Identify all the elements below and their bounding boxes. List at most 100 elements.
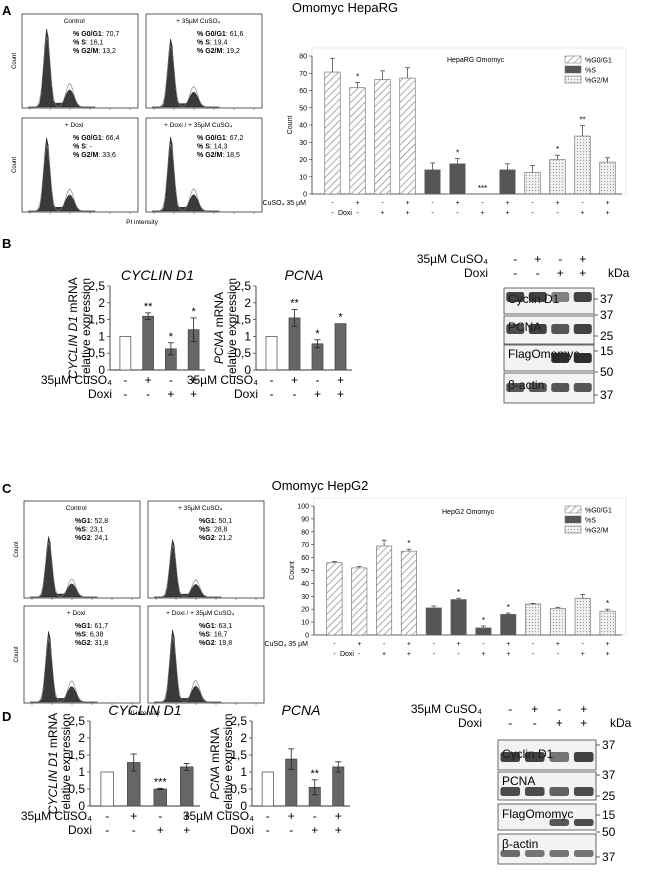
flow-stat-label: % G0/G1 [73, 31, 102, 38]
bar [153, 788, 167, 807]
legend-label: %S [585, 518, 596, 525]
flow-frame [23, 605, 141, 704]
blot-band [573, 324, 592, 334]
flow-stat-value: : 13,2 [98, 48, 116, 55]
row2-sign: + [190, 387, 197, 401]
row1-sign: + [605, 200, 609, 207]
blot-row1-label: 35µM CuSO₄ [417, 252, 488, 266]
flow-stat-label: %G2 [199, 535, 215, 542]
bar-%S [425, 607, 442, 636]
flow-stat-value: : 63,1 [215, 623, 233, 630]
qpcr-ylabel-line2: relative expression [221, 713, 235, 813]
y-tick-label: 0,5 [88, 346, 105, 360]
qpcr-ylabel-line2: relative expression [59, 713, 73, 813]
flow-stat-line: %G1: 63,1 [199, 623, 232, 630]
flow-stat-value: : 61,6 [226, 31, 244, 38]
bar-%S [424, 169, 441, 195]
legend-label: %G2/M [585, 78, 609, 85]
blot-band-label: β-actin [502, 837, 538, 851]
flow-condition-label: Control [66, 505, 88, 512]
row2-sign: + [407, 651, 411, 658]
flow-stat-value: : 23,1 [86, 527, 104, 534]
flow-condition-label: + 35µM CuSO₄ [176, 18, 220, 25]
row1-sign: + [457, 641, 461, 648]
flow-stat-line: % G0/G1: 67,2 [197, 135, 243, 142]
chart-title: HepaRG Omomyc [447, 57, 505, 64]
qpcr-title: PCNA [282, 702, 321, 718]
blot-row2-label: Doxi [458, 716, 482, 730]
flow-stat-value: : 24,1 [91, 535, 109, 542]
qpcr-title: CYCLIN D1 [108, 702, 181, 718]
blot-band [573, 292, 592, 302]
bar-%G2/M [574, 597, 591, 636]
row1-label: 35µM CuSO₄ [41, 373, 112, 387]
flow-stat-label: % S [197, 144, 210, 151]
flow-frame [23, 500, 141, 599]
marker-label: 50 [602, 825, 616, 839]
row1-sign: + [405, 200, 409, 207]
row1-sign: + [291, 373, 298, 387]
blot-band-label: PCNA [502, 774, 535, 788]
panel-label-c: C [2, 481, 12, 496]
flow-histogram-c-2: + Doxi %G1: 61,7 %S: 6,38%G2: 31,8 Count [14, 605, 141, 705]
flow-frame [147, 605, 265, 704]
flow-model-curve [28, 36, 96, 108]
flow-stat-line: % S: 16,1 [73, 40, 103, 47]
row1-sign: + [355, 200, 359, 207]
flow-stat-label: %G1 [199, 518, 215, 525]
flow-stat-line: % S: 14,3 [197, 144, 227, 151]
flow-stat-line: %G2: 24,1 [75, 535, 108, 542]
qpcr-ylabel-line1: PCNA mRNA [208, 727, 222, 799]
row2-sign: - [270, 387, 274, 401]
blot-row2-sign: + [580, 716, 587, 730]
flow-condition-label: + Doxi [67, 610, 86, 617]
flow-stat-label: % G2/M [73, 152, 98, 159]
blot-band [573, 787, 594, 796]
flow-stat-label: %G1 [75, 623, 91, 630]
y-tick-label: 50 [301, 568, 309, 575]
y-tick-label: 0 [98, 363, 105, 377]
blot-row2-label: Doxi [464, 266, 488, 280]
row2-sign: - [146, 387, 150, 401]
bar-%G2/M [549, 159, 566, 195]
mrna-suffix: mRNA [66, 277, 80, 316]
flow-stat-label: %G2 [75, 535, 91, 542]
bar-%S [450, 599, 467, 636]
y-tick-label: 70 [299, 71, 307, 78]
row2-sign: + [580, 210, 584, 217]
marker-label: 37 [600, 308, 614, 322]
flow-frame [147, 500, 265, 599]
row1-label: 35µM CuSO₄ [187, 373, 258, 387]
blot-band [506, 383, 525, 392]
gene-name: CYCLIN D1 [46, 751, 60, 814]
flow-frame [21, 13, 139, 109]
row2-sign: + [167, 387, 174, 401]
blot-band [573, 819, 594, 826]
row1-sign: - [313, 809, 317, 823]
row2-sign: - [456, 210, 459, 217]
blot-row1-sign: - [508, 702, 512, 716]
significance-mark: *** [478, 184, 487, 193]
blot-band [551, 324, 570, 334]
y-tick-label: 2 [244, 296, 251, 310]
flow-stat-value: : 14,3 [210, 144, 228, 151]
flow-stat-label: % G2/M [197, 152, 222, 159]
marker-label: 37 [602, 850, 616, 864]
significance-mark: * [507, 603, 510, 612]
row2-sign: - [293, 387, 297, 401]
blot-band [524, 787, 545, 796]
blot-band [551, 353, 570, 363]
bar-%S [449, 163, 466, 195]
bar-%S [499, 169, 516, 195]
row1-sign: + [407, 641, 411, 648]
flow-stat-value: : 66,4 [102, 135, 120, 142]
flow-stat-label: % G0/G1 [73, 135, 102, 142]
flow-stat-value: : 52,8 [91, 518, 109, 525]
bar-%G0/G1 [324, 71, 341, 195]
y-tick-label: 40 [299, 123, 307, 130]
significance-mark: * [169, 331, 174, 343]
row2-sign: - [531, 210, 534, 217]
